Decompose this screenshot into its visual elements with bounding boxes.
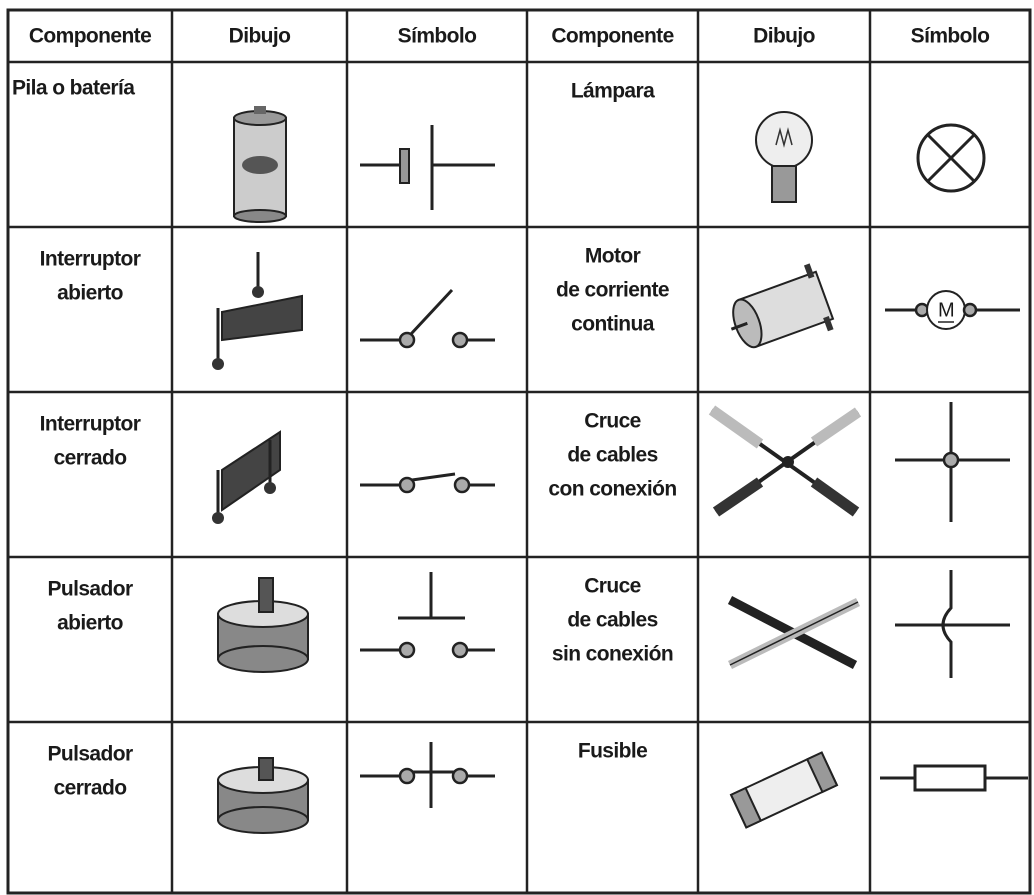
lamp-drawing bbox=[755, 111, 813, 203]
open-pushbutton-drawing bbox=[217, 577, 309, 673]
component-name: Pulsador bbox=[47, 743, 132, 766]
grid bbox=[6, 8, 1032, 895]
component-name: abierto bbox=[57, 282, 123, 305]
closed-switch-drawing bbox=[212, 430, 281, 524]
component-name: Pulsador bbox=[47, 578, 132, 601]
fuse-drawing bbox=[729, 751, 839, 829]
component-name: abierto bbox=[57, 612, 123, 635]
component-name: cerrado bbox=[54, 777, 127, 800]
column-header: Símbolo bbox=[398, 25, 477, 48]
motor-symbol bbox=[885, 290, 1020, 330]
component-name: de corriente bbox=[556, 279, 669, 302]
open-pushbutton-symbol bbox=[360, 572, 495, 659]
fuse-symbol bbox=[880, 764, 1028, 792]
component-name: Pila o batería bbox=[12, 77, 135, 100]
column-header: Componente bbox=[29, 25, 151, 48]
column-header: Dibujo bbox=[753, 25, 815, 48]
battery-symbol bbox=[360, 125, 495, 210]
component-name: con conexión bbox=[548, 478, 676, 501]
motor-drawing bbox=[730, 263, 835, 349]
component-name: Cruce bbox=[584, 575, 641, 598]
component-name: cerrado bbox=[54, 447, 127, 470]
unconnected-crossing-symbol bbox=[895, 570, 1010, 678]
component-name: Interruptor bbox=[40, 248, 141, 271]
component-name: sin conexión bbox=[552, 643, 673, 666]
component-name: continua bbox=[571, 313, 655, 336]
component-name: de cables bbox=[567, 609, 657, 632]
motor-symbol-label: M bbox=[938, 299, 954, 321]
open-switch-drawing bbox=[212, 252, 303, 370]
component-name: Motor bbox=[585, 245, 641, 268]
column-header: Dibujo bbox=[229, 25, 291, 48]
component-name: Fusible bbox=[578, 740, 647, 763]
component-name: Cruce bbox=[584, 410, 641, 433]
component-name: Interruptor bbox=[40, 413, 141, 436]
closed-pushbutton-drawing bbox=[217, 757, 309, 834]
column-header: Símbolo bbox=[911, 25, 990, 48]
lamp-symbol bbox=[916, 123, 986, 193]
column-header: Componente bbox=[551, 25, 673, 48]
battery-drawing bbox=[233, 106, 287, 223]
open-switch-symbol bbox=[360, 288, 495, 349]
component-name: Lámpara bbox=[571, 80, 655, 103]
unconnected-crossing-drawing bbox=[727, 596, 860, 670]
connected-crossing-symbol bbox=[895, 402, 1010, 522]
component-name: de cables bbox=[567, 444, 657, 467]
closed-pushbutton-symbol bbox=[360, 742, 495, 808]
closed-switch-symbol bbox=[360, 472, 495, 494]
connected-crossing-drawing bbox=[708, 405, 862, 517]
